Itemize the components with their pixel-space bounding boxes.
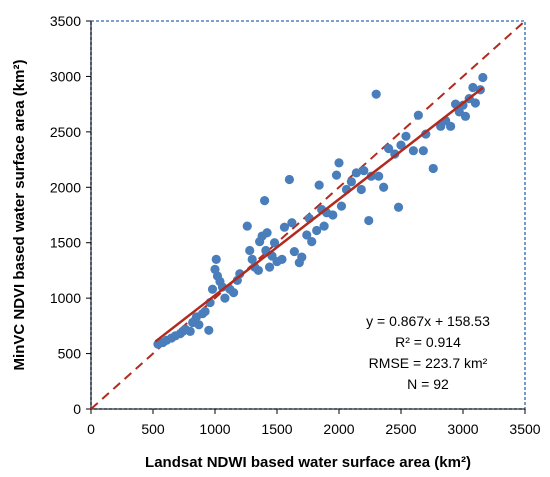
- data-point: [351, 168, 361, 178]
- y-tick-label: 3000: [50, 68, 81, 84]
- data-point: [262, 228, 272, 238]
- data-point: [379, 182, 389, 192]
- data-point: [297, 252, 307, 262]
- data-point: [468, 82, 478, 93]
- stats-annotation: y = 0.867x + 158.53 R² = 0.914 RMSE = 22…: [366, 313, 490, 392]
- data-point: [364, 215, 374, 226]
- data-point: [446, 121, 456, 131]
- x-tick-label: 2500: [385, 421, 416, 437]
- data-point: [408, 146, 418, 156]
- data-point: [396, 140, 406, 150]
- data-point: [194, 320, 204, 330]
- data-point: [328, 210, 338, 220]
- data-point: [331, 170, 342, 180]
- data-point: [287, 218, 297, 228]
- y-tick-label: 500: [58, 346, 82, 362]
- data-point: [359, 166, 369, 176]
- data-point: [277, 254, 287, 264]
- data-point: [235, 269, 245, 279]
- data-point: [289, 246, 299, 257]
- data-points: [153, 72, 488, 349]
- data-point: [428, 163, 438, 174]
- x-tick-label: 3500: [509, 421, 540, 437]
- data-point: [319, 221, 329, 231]
- data-point: [264, 262, 275, 272]
- x-axis-title: Landsat NDWI based water surface area (k…: [145, 454, 471, 471]
- data-point: [374, 171, 384, 181]
- data-point: [229, 288, 239, 298]
- data-point: [401, 131, 411, 141]
- y-tick-label: 3500: [50, 13, 81, 29]
- x-tick-label: 0: [87, 421, 95, 437]
- data-point: [314, 180, 324, 190]
- x-tick-label: 2000: [323, 421, 354, 437]
- data-point: [242, 221, 252, 231]
- data-point: [307, 237, 317, 247]
- y-tick-label: 2000: [50, 179, 81, 195]
- plot-frame: [90, 20, 526, 410]
- data-point: [279, 222, 290, 232]
- r-squared-label: R² = 0.914: [395, 334, 461, 350]
- data-point: [312, 225, 322, 236]
- x-tick-label: 3000: [447, 421, 478, 437]
- data-point: [371, 89, 381, 99]
- data-point: [393, 202, 404, 212]
- rmse-label: RMSE = 223.7 km²: [369, 355, 488, 371]
- data-point: [384, 143, 394, 154]
- data-point: [217, 282, 228, 292]
- data-point: [253, 265, 263, 276]
- y-tick-label: 0: [73, 401, 81, 417]
- data-point: [460, 111, 471, 121]
- y-axis-ticks: 0 500 1000 1500 2000 2500 3000 3500: [50, 13, 91, 417]
- data-point: [458, 100, 468, 110]
- data-point: [269, 238, 280, 248]
- x-tick-label: 500: [141, 421, 165, 437]
- n-label: N = 92: [407, 376, 449, 392]
- y-tick-label: 2500: [50, 124, 81, 140]
- data-point: [207, 284, 218, 294]
- data-point: [346, 177, 356, 187]
- regression-fit-line: [154, 86, 484, 343]
- y-tick-label: 1500: [50, 235, 81, 251]
- data-point: [204, 325, 214, 335]
- data-point: [245, 245, 255, 256]
- x-tick-label: 1500: [261, 421, 292, 437]
- data-point: [334, 158, 344, 168]
- data-point: [413, 110, 423, 120]
- y-axis-title: MinVC NDVI based water surface area (km²…: [11, 60, 28, 371]
- data-point: [260, 195, 270, 206]
- data-point: [336, 201, 347, 211]
- data-point: [185, 326, 195, 336]
- data-point: [302, 230, 312, 240]
- data-point: [418, 146, 428, 156]
- y-tick-label: 1000: [50, 290, 81, 306]
- data-point: [470, 98, 480, 108]
- data-point: [220, 293, 230, 303]
- data-point: [356, 184, 366, 195]
- equation-label: y = 0.867x + 158.53: [366, 313, 490, 329]
- data-point: [284, 174, 294, 185]
- data-point: [200, 306, 210, 317]
- data-point: [421, 129, 431, 139]
- data-point: [478, 72, 488, 83]
- data-point: [247, 254, 257, 264]
- x-axis-ticks: 0 500 1000 1500 2000 2500 3000 3500: [87, 409, 541, 437]
- data-point: [211, 254, 221, 264]
- x-tick-label: 1000: [199, 421, 230, 437]
